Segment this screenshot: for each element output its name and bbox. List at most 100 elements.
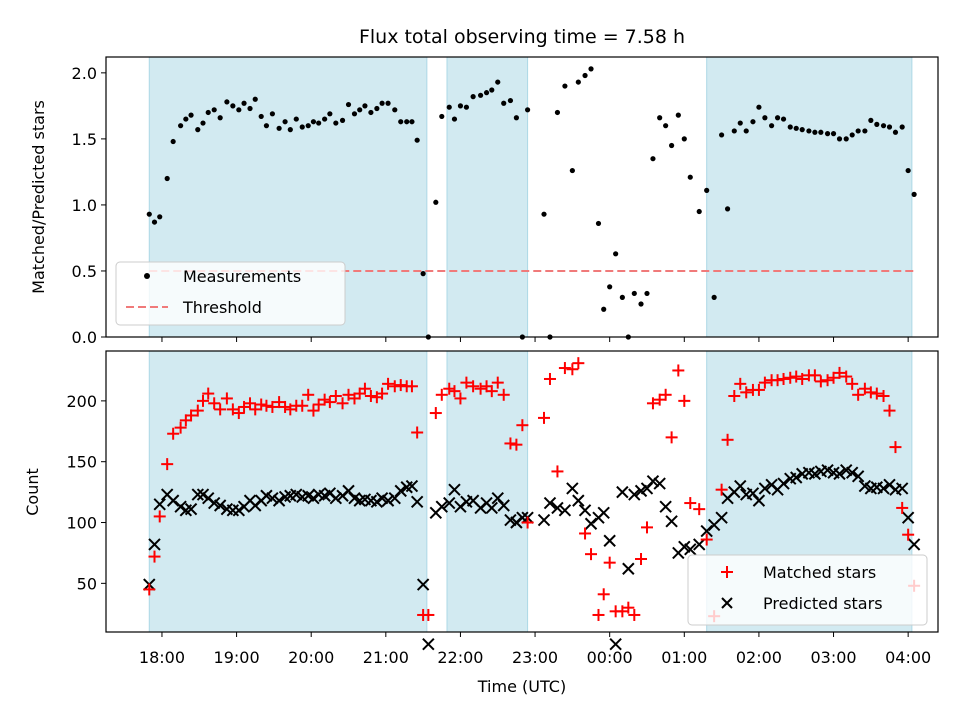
measurement-point (195, 127, 201, 133)
measurement-point (868, 117, 874, 123)
matched-star-marker (435, 388, 448, 401)
predicted-marker-stroke (603, 534, 616, 547)
measurement-point (414, 137, 420, 143)
predicted-marker-stroke (405, 479, 419, 493)
predicted-marker-stroke (312, 488, 325, 501)
matched-star-marker (896, 501, 909, 514)
matched-star-marker (883, 404, 896, 417)
predicted-marker-stroke (646, 474, 660, 488)
legend-predicted-marker (721, 597, 733, 609)
x-tick-label: 21:00 (363, 648, 409, 667)
matched-star-marker (715, 483, 728, 496)
measurement-point (351, 111, 358, 117)
predicted-star-marker (609, 637, 622, 651)
matched-star-marker (693, 503, 706, 516)
predicted-star-marker (758, 482, 772, 495)
predicted-star-marker (603, 534, 616, 547)
predicted-star-marker (213, 499, 227, 512)
predicted-marker-stroke (329, 491, 343, 505)
predicted-marker-stroke (448, 483, 461, 496)
matched-star-marker (376, 387, 389, 400)
measurement-point (327, 111, 333, 117)
predicted-marker-stroke (516, 511, 529, 524)
predicted-star-marker (405, 479, 419, 493)
predicted-marker-stroke (394, 484, 407, 498)
x-tick-label: 20:00 (288, 648, 334, 667)
predicted-star-marker (659, 500, 672, 513)
predicted-star-marker (422, 637, 435, 651)
predicted-star-marker (734, 479, 747, 493)
matched-star-marker (635, 553, 648, 566)
matched-star-marker (672, 364, 685, 377)
predicted-marker-stroke (213, 499, 227, 512)
matched-star-marker (543, 372, 556, 385)
matched-star-marker (504, 437, 517, 450)
measurement-point (170, 138, 176, 145)
predicted-marker-stroke (907, 538, 921, 551)
measurement-point (569, 167, 575, 174)
measurement-point (631, 290, 637, 297)
matched-star-marker (579, 527, 592, 540)
measurement-point (457, 103, 464, 109)
measurement-point (357, 107, 363, 113)
predicted-marker-stroke (166, 494, 180, 507)
matched-star-marker (143, 583, 156, 596)
predicted-marker-stroke (895, 482, 909, 495)
predicted-marker-stroke (715, 511, 728, 524)
matched-star-marker (870, 387, 883, 400)
predicted-star-marker (266, 491, 279, 505)
matched-star-marker (411, 426, 424, 439)
x-tick-label: 04:00 (885, 648, 931, 667)
top-measurement-points (146, 66, 917, 340)
matched-star-marker (191, 404, 204, 417)
measurement-point (663, 123, 669, 129)
predicted-star-marker (410, 495, 424, 509)
predicted-marker-stroke (845, 466, 859, 479)
matched-star-marker (640, 521, 653, 534)
matched-star-marker (684, 497, 697, 510)
measurement-point (644, 290, 650, 297)
predicted-marker-stroke (802, 466, 816, 479)
matched-star-marker (382, 377, 395, 390)
predicted-marker-stroke (622, 562, 635, 575)
measurement-point (501, 100, 507, 106)
predicted-star-marker (693, 538, 706, 551)
predicted-star-marker (370, 495, 384, 509)
predicted-marker-stroke (821, 464, 834, 477)
matched-stars-points (143, 357, 921, 623)
predicted-star-marker (381, 494, 395, 507)
predicted-star-marker (616, 485, 629, 499)
predicted-marker-stroke (609, 637, 622, 651)
predicted-star-marker (184, 502, 198, 516)
measurement-point (756, 104, 762, 110)
predicted-star-marker (572, 494, 585, 507)
predicted-marker-stroke (348, 491, 361, 505)
predicted-marker-stroke (543, 496, 557, 510)
top-y-axis-label: Matched/Predicted stars (29, 100, 48, 294)
matched-star-marker (260, 399, 273, 412)
measurement-point (305, 123, 311, 129)
measurement-point (524, 107, 531, 113)
x-tick-label: 22:00 (437, 648, 483, 667)
predicted-star-marker (537, 513, 551, 527)
measurement-point (601, 306, 607, 312)
measurement-point (398, 119, 404, 125)
chart-title: Flux total observing time = 7.58 h (359, 26, 685, 48)
predicted-star-marker (851, 470, 865, 483)
measurement-point (392, 107, 398, 113)
predicted-marker-stroke (184, 502, 198, 516)
measurement-point (258, 113, 264, 120)
bottom-y-tick-label: 100 (66, 514, 97, 533)
measurement-point (200, 120, 206, 126)
predicted-marker-stroke (597, 506, 610, 519)
matched-star-marker (394, 379, 407, 392)
measurement-point (507, 97, 514, 104)
matched-star-marker (516, 419, 529, 432)
measurement-point (762, 115, 768, 121)
measurement-point (780, 116, 787, 122)
legend-predicted-label: Predicted stars (763, 594, 883, 613)
measurement-point (582, 72, 588, 79)
matched-star-marker (467, 380, 480, 393)
predicted-star-marker (558, 504, 572, 517)
